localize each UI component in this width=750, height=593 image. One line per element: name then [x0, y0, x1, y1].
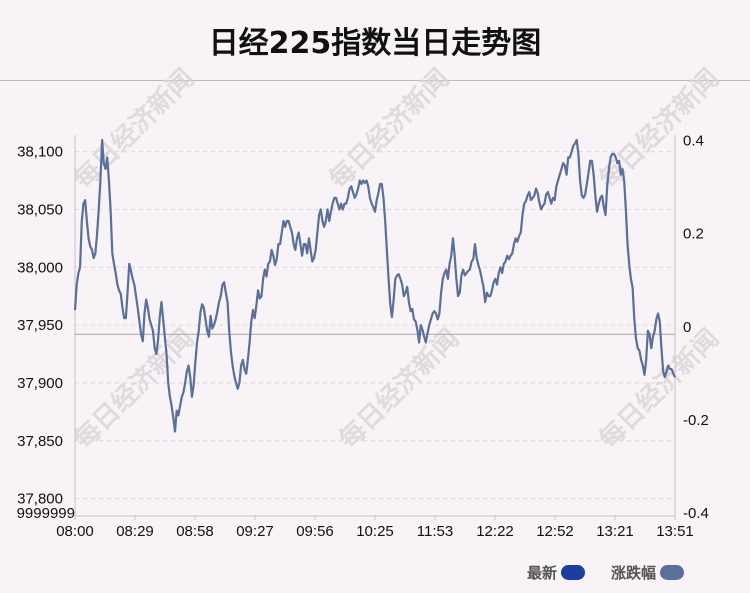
watermark-layer: 每日经济新闻 每日经济新闻 每日经济新闻 每日经济新闻 每日经济新闻 每日经济新…	[68, 63, 725, 455]
y-tick-label: 37,850	[17, 433, 63, 450]
y-tick-label: 38,100	[17, 144, 63, 161]
legend-swatch-latest	[560, 565, 585, 580]
x-tick-label: 08:00	[56, 523, 94, 540]
y-right-tick-label: -0.2	[683, 412, 709, 429]
y-tick-label: 37,950	[17, 317, 63, 334]
plot-area	[73, 138, 676, 433]
x-tick-label: 09:27	[236, 523, 274, 540]
watermark: 每日经济新闻	[593, 63, 725, 195]
x-tick-label: 13:51	[656, 523, 694, 540]
y-tick-label: 37,800	[17, 491, 63, 508]
x-tick-label: 08:58	[176, 523, 214, 540]
title-divider	[0, 80, 750, 81]
legend-item-latest[interactable]: 最新	[527, 562, 585, 583]
x-tick-label: 10:25	[356, 523, 394, 540]
x-tick-label: 09:56	[296, 523, 334, 540]
x-tick-label: 11:53	[417, 523, 453, 540]
watermark: 每日经济新闻	[323, 63, 455, 195]
legend-item-change[interactable]: 涨跌幅	[611, 562, 684, 583]
watermark: 每日经济新闻	[68, 63, 200, 195]
series-line-latest	[73, 138, 676, 433]
watermark: 每日经济新闻	[68, 323, 200, 455]
legend-swatch-change	[660, 565, 684, 580]
x-tick-label: 13:21	[596, 523, 634, 540]
y-right-tick-label: 0.4	[683, 132, 704, 149]
grid-lines	[75, 151, 675, 500]
x-tick-label: 12:22	[476, 523, 514, 540]
y-tick-label: 38,000	[17, 259, 63, 276]
watermark: 每日经济新闻	[593, 323, 725, 455]
chart-title: 日经225指数当日走势图	[208, 26, 542, 61]
y-tick-label: 38,050	[17, 201, 63, 218]
legend-label-change: 涨跌幅	[610, 564, 656, 582]
y-right-tick-label: 0	[683, 319, 691, 336]
legend: 最新 涨跌幅	[509, 562, 684, 583]
x-tick-label: 08:29	[116, 523, 154, 540]
y-right-tick-label: 0.2	[683, 226, 704, 243]
y-floor-label: 9999999	[17, 505, 75, 522]
axes: 37,800 37,850 37,900 37,950 38,000 38,050 38,1…	[17, 132, 709, 540]
y-tick-label: 37,900	[17, 375, 63, 392]
watermark: 每日经济新闻	[333, 323, 465, 455]
x-tick-label: 12:52	[536, 523, 574, 540]
y-right-tick-label: -0.4	[683, 505, 709, 522]
legend-label-latest: 最新	[526, 564, 557, 582]
